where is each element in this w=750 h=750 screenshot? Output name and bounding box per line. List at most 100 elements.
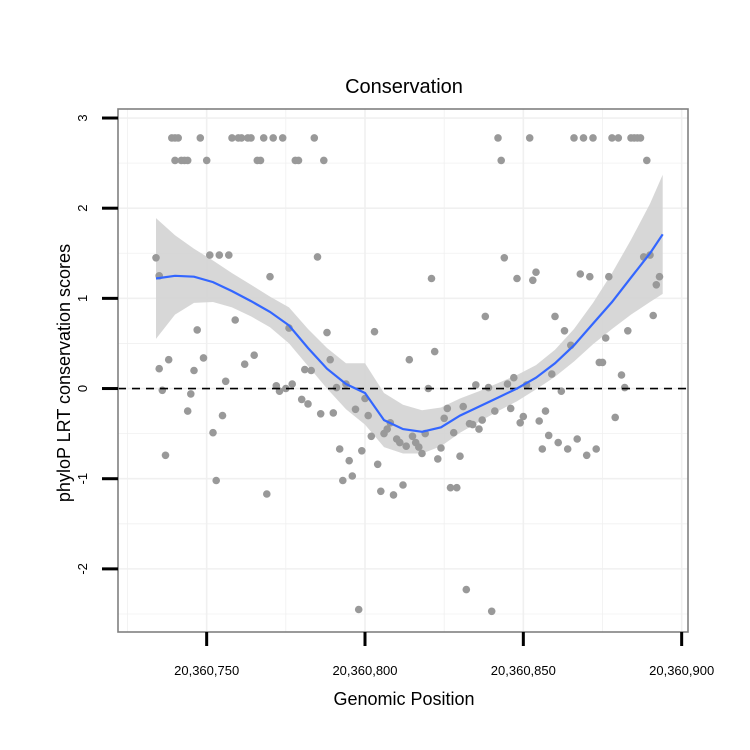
data-point <box>456 452 464 461</box>
data-point <box>389 491 398 499</box>
data-point <box>538 445 547 453</box>
data-point <box>358 447 366 455</box>
data-point <box>297 395 306 404</box>
data-point <box>408 432 417 441</box>
data-point <box>415 443 423 451</box>
y-tick-label: 2 <box>75 205 90 212</box>
data-point <box>443 404 452 413</box>
data-point <box>288 380 297 388</box>
data-point <box>364 411 373 420</box>
data-point <box>218 411 227 420</box>
data-point <box>563 445 572 453</box>
data-point <box>620 383 629 392</box>
data-point <box>256 156 265 165</box>
data-point <box>199 354 208 362</box>
data-point <box>532 268 540 277</box>
data-point <box>510 373 518 382</box>
data-point <box>193 326 201 334</box>
data-point <box>506 404 515 413</box>
data-point <box>152 253 160 262</box>
data-point <box>190 366 198 375</box>
data-point <box>396 438 404 447</box>
data-point <box>266 272 274 281</box>
data-point <box>529 276 537 285</box>
y-tick-label: 0 <box>75 385 90 392</box>
data-point <box>323 328 331 337</box>
data-point <box>582 451 591 460</box>
data-point <box>313 253 322 261</box>
data-point <box>430 347 439 356</box>
data-point <box>649 311 657 320</box>
data-point <box>525 134 534 142</box>
data-point <box>383 425 392 433</box>
data-point <box>399 481 407 489</box>
x-tick-label: 20,360,850 <box>491 663 556 678</box>
data-point <box>494 134 502 142</box>
data-point <box>155 364 163 373</box>
data-point <box>332 383 341 392</box>
data-point <box>544 431 553 440</box>
data-point <box>259 134 268 142</box>
data-point <box>478 416 487 424</box>
data-point <box>209 428 217 437</box>
data-point <box>519 412 528 421</box>
data-point <box>427 274 436 283</box>
x-tick-label: 20,360,900 <box>649 663 714 678</box>
y-tick-label: -2 <box>75 563 90 575</box>
data-point <box>437 444 445 452</box>
data-point <box>373 460 382 469</box>
data-point <box>449 428 458 437</box>
data-point <box>348 472 357 480</box>
data-point <box>446 483 455 492</box>
x-tick-label: 20,360,800 <box>332 663 397 678</box>
x-axis-label: Genomic Position <box>333 689 474 709</box>
y-tick-label: 1 <box>75 295 90 302</box>
data-point <box>212 476 220 485</box>
data-point <box>617 371 626 379</box>
data-point <box>294 156 303 165</box>
data-point <box>605 272 613 281</box>
chart-title: Conservation <box>345 76 463 98</box>
data-point <box>240 360 249 369</box>
data-point <box>231 316 239 324</box>
data-point <box>320 156 328 165</box>
data-point <box>503 380 512 388</box>
data-point <box>554 438 562 447</box>
data-point <box>316 410 325 418</box>
panel-border <box>117 108 689 633</box>
data-point <box>551 312 559 321</box>
data-point <box>187 390 195 398</box>
y-tick-label: 3 <box>75 114 90 121</box>
data-point <box>326 355 335 364</box>
data-point <box>196 134 205 142</box>
data-point <box>206 251 214 259</box>
y-tick-label: -1 <box>75 473 90 485</box>
data-point <box>614 134 623 142</box>
data-point <box>487 607 496 616</box>
data-point <box>237 134 246 142</box>
data-point <box>624 327 632 335</box>
data-point <box>221 377 230 386</box>
data-point <box>301 365 309 374</box>
confidence-band <box>156 174 663 454</box>
data-point <box>351 405 360 414</box>
data-point <box>310 134 319 142</box>
data-point <box>652 281 661 289</box>
data-point <box>570 134 578 142</box>
data-point <box>462 585 471 594</box>
data-point <box>164 355 173 364</box>
data-point <box>367 432 376 441</box>
data-point <box>453 483 461 492</box>
smooth-fit-line <box>155 233 664 433</box>
data-point <box>513 274 521 283</box>
data-point <box>573 435 581 443</box>
data-point <box>183 156 192 165</box>
data-point <box>339 476 347 485</box>
data-point <box>560 327 569 335</box>
data-point <box>307 366 316 375</box>
data-point <box>579 134 588 142</box>
data-point <box>491 407 499 415</box>
data-point <box>174 134 182 142</box>
data-point <box>500 253 509 262</box>
